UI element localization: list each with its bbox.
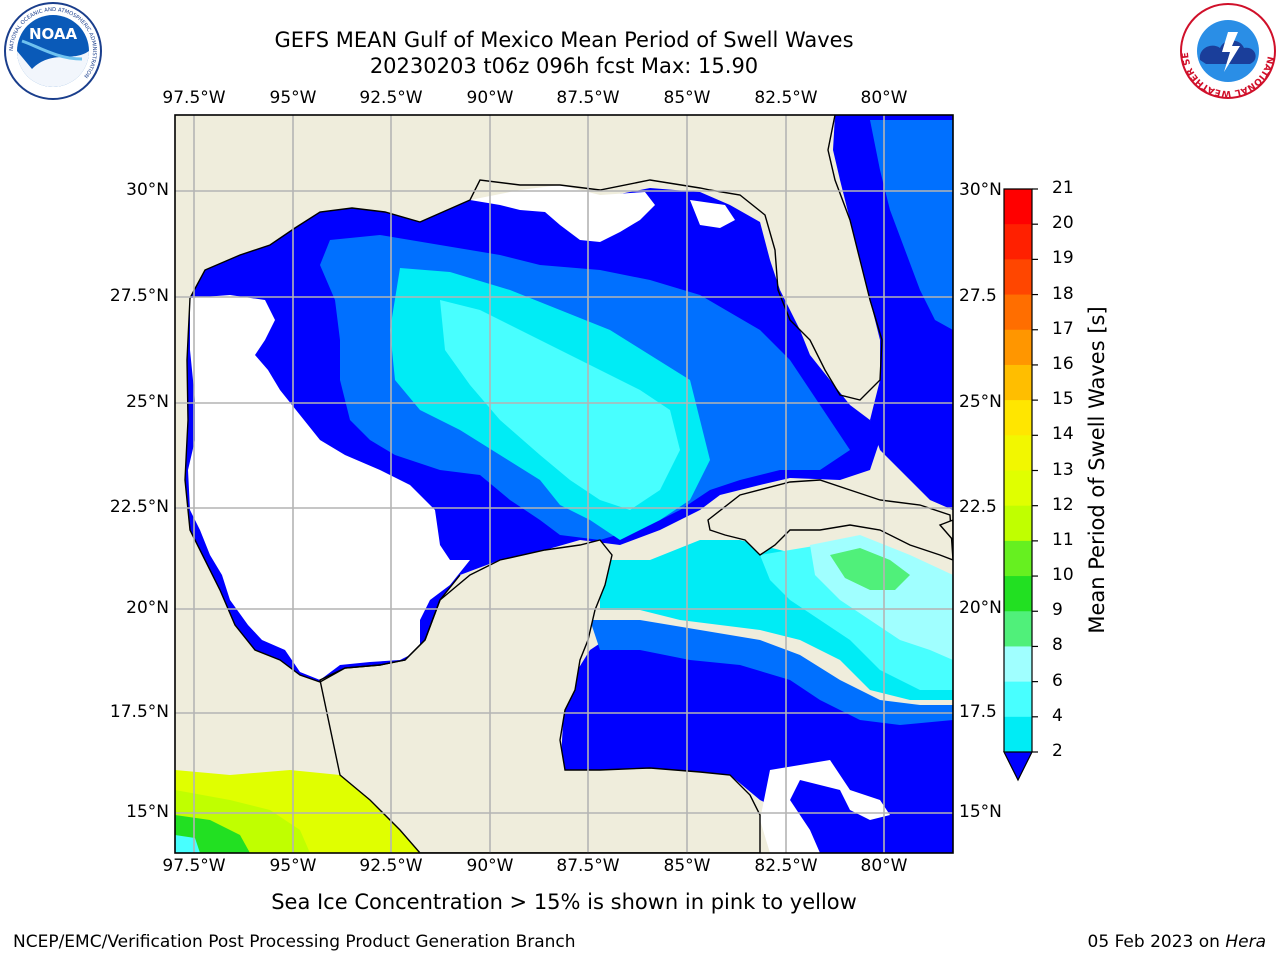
colorbar-tick-label: 17	[1052, 318, 1074, 339]
lon-label-bottom: 85°W	[663, 856, 711, 876]
map-subtitle: 20230203 t06z 096h fcst Max: 15.90	[369, 54, 759, 78]
grid-lines	[175, 115, 953, 853]
lon-label-bottom: 92.5°W	[359, 856, 423, 876]
colorbar-segment	[1004, 646, 1032, 683]
lon-label-top: 82.5°W	[754, 88, 818, 108]
lat-label-left: 15°N	[126, 802, 169, 822]
colorbar-tick-label: 14	[1052, 424, 1074, 445]
colorbar-tick-label: 13	[1052, 459, 1074, 480]
lon-label-top: 92.5°W	[359, 88, 423, 108]
lon-label-bottom: 87.5°W	[556, 856, 620, 876]
lat-label-right: 22.5	[959, 497, 997, 517]
colorbar-tick-label: 16	[1052, 353, 1074, 374]
colorbar-tick-label: 9	[1052, 600, 1063, 621]
lon-label-top: 90°W	[466, 88, 514, 108]
lon-label-bottom: 90°W	[466, 856, 514, 876]
colorbar-segment	[1004, 329, 1032, 366]
colorbar-tick-label: 12	[1052, 494, 1074, 515]
colorbar-tick-label: 18	[1052, 283, 1074, 304]
colorbar-segment	[1004, 400, 1032, 436]
lat-label-right: 30°N	[959, 180, 1002, 200]
colorbar-tick-label: 15	[1052, 389, 1074, 410]
lat-label-right: 25°N	[959, 392, 1002, 412]
colorbar-tick-label: 8	[1052, 635, 1063, 656]
colorbar-tick-label: 6	[1052, 670, 1063, 691]
gulf-light-cyan	[440, 300, 680, 510]
colorbar-segment	[1004, 470, 1032, 507]
colorbar-segment	[1004, 224, 1032, 260]
lon-label-top: 97.5°W	[162, 88, 226, 108]
lat-label-left: 20°N	[126, 598, 169, 618]
footer-host: Hera	[1225, 932, 1266, 952]
footer-left: NCEP/EMC/Verification Post Processing Pr…	[13, 932, 576, 952]
lon-label-bottom: 80°W	[860, 856, 908, 876]
lat-label-left: 25°N	[126, 392, 169, 412]
footer-date: 05 Feb 2023 on	[1087, 932, 1226, 952]
cuba	[707, 479, 953, 561]
colorbar-segment	[1004, 716, 1032, 753]
lat-label-left: 30°N	[126, 180, 169, 200]
lon-label-top: 80°W	[860, 88, 908, 108]
footer-right: 05 Feb 2023 on Hera	[1088, 932, 1266, 952]
colorbar-segment	[1004, 681, 1032, 718]
noaa-logo-icon: NATIONAL OCEANIC AND ATMOSPHERIC ADMINIS…	[4, 2, 102, 100]
masked-west	[188, 295, 470, 680]
colorbar-segment	[1004, 611, 1032, 647]
colorbar-tick-label: 21	[1052, 178, 1074, 198]
colorbar	[1003, 188, 1038, 782]
nws-logo-icon: NATIONAL WEATHER SERVICE	[1178, 2, 1276, 99]
colorbar-tick-label: 4	[1052, 705, 1063, 726]
caribbean-med-blue	[590, 620, 953, 725]
lat-label-right: 15°N	[959, 802, 1002, 822]
colorbar-segment	[1004, 435, 1032, 471]
lat-label-right: 17.5	[959, 702, 997, 722]
lon-label-bottom: 95°W	[269, 856, 317, 876]
lon-label-top: 95°W	[269, 88, 317, 108]
map-title: GEFS MEAN Gulf of Mexico Mean Period of …	[274, 28, 854, 52]
colorbar-tick-label: 20	[1052, 213, 1074, 234]
colorbar-segment	[1004, 505, 1032, 542]
colorbar-segment	[1004, 294, 1032, 331]
colorbar-extend	[1003, 751, 1033, 782]
colorbar-tick-label: 19	[1052, 248, 1074, 269]
lat-label-left: 22.5°N	[109, 497, 169, 517]
colorbar-tick-label: 10	[1052, 565, 1074, 586]
lat-label-left: 27.5°N	[109, 286, 169, 306]
lat-label-right: 20°N	[959, 598, 1002, 618]
masked-north	[470, 185, 655, 242]
colorbar-tick-label: 2	[1052, 741, 1063, 761]
colorbar-segment	[1004, 189, 1032, 225]
lon-label-bottom: 82.5°W	[754, 856, 818, 876]
map-frame	[174, 114, 954, 854]
lat-label-left: 17.5°N	[109, 702, 169, 722]
colorbar-segment	[1004, 576, 1032, 612]
lon-label-bottom: 97.5°W	[162, 856, 226, 876]
lon-label-top: 87.5°W	[556, 88, 620, 108]
colorbar-segment	[1004, 540, 1032, 577]
colorbar-label: Mean Period of Swell Waves [s]	[1085, 306, 1109, 634]
colorbar-tick-label: 11	[1052, 529, 1074, 550]
lon-label-top: 85°W	[663, 88, 711, 108]
sea-ice-note: Sea Ice Concentration > 15% is shown in …	[271, 890, 857, 914]
noaa-logo-text: NOAA	[29, 25, 78, 43]
colorbar-segment	[1004, 259, 1032, 296]
lat-label-right: 27.5	[959, 286, 997, 306]
colorbar-segment	[1004, 364, 1032, 401]
